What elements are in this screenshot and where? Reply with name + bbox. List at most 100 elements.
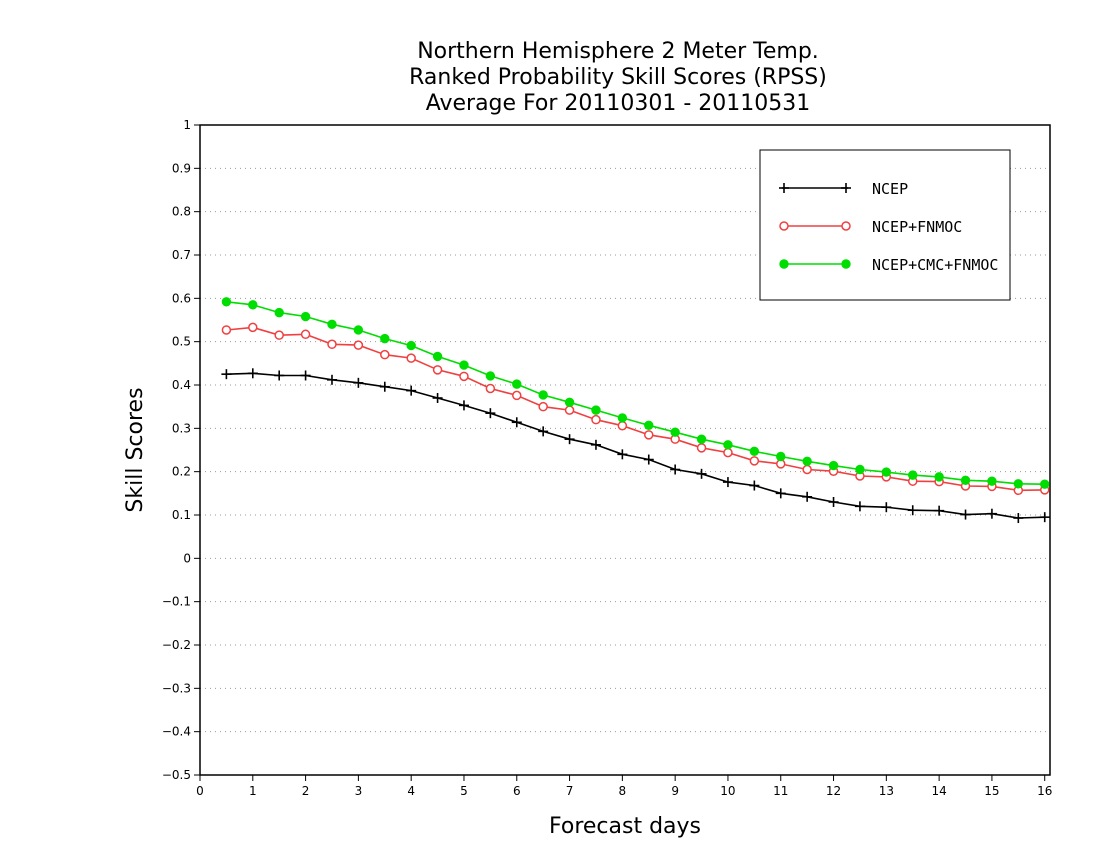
- series-ncep-fnmoc: [221, 322, 1050, 496]
- point-marker: [379, 381, 390, 392]
- title-line-1: Northern Hemisphere 2 Meter Temp.: [417, 39, 819, 64]
- point-marker: [644, 430, 654, 440]
- series-line: [226, 372, 1045, 519]
- x-tick-label: 13: [879, 784, 894, 798]
- x-tick-label: 7: [566, 784, 574, 798]
- series-ncep: [221, 368, 1050, 524]
- point-marker: [722, 477, 733, 488]
- legend-item: NCEP+CMC+FNMOC: [779, 256, 998, 274]
- point-marker: [1013, 479, 1024, 489]
- y-tick-label: 0.6: [172, 291, 191, 305]
- point-marker: [828, 460, 839, 471]
- point-marker: [300, 370, 311, 381]
- x-tick-label: 16: [1037, 784, 1052, 798]
- y-tick-label: 0.4: [172, 378, 191, 392]
- point-marker: [749, 446, 760, 456]
- x-tick-label: 4: [407, 784, 415, 798]
- point-marker: [380, 333, 390, 344]
- x-tick-label: 6: [513, 784, 521, 798]
- y-tick-label: 0: [183, 551, 191, 565]
- x-tick-label: 2: [302, 784, 310, 798]
- point-marker: [485, 408, 496, 419]
- point-marker: [458, 400, 469, 411]
- point-marker: [775, 488, 786, 499]
- point-marker: [749, 480, 760, 491]
- x-tick-label: 15: [984, 784, 999, 798]
- point-marker: [326, 374, 337, 385]
- y-tick-label: 0.5: [172, 335, 191, 349]
- point-marker: [274, 330, 284, 340]
- point-marker: [855, 464, 865, 475]
- y-tick-label: 0.9: [172, 161, 191, 175]
- point-marker: [327, 319, 337, 330]
- point-marker: [564, 434, 575, 445]
- point-marker: [644, 420, 654, 430]
- point-marker: [802, 464, 812, 475]
- point-marker: [617, 420, 628, 431]
- point-marker: [696, 443, 707, 453]
- point-marker: [406, 385, 417, 396]
- point-marker: [512, 390, 522, 401]
- x-tick-label: 3: [355, 784, 363, 798]
- legend-item: NCEP: [779, 180, 908, 198]
- point-marker: [1040, 479, 1050, 489]
- x-tick-label: 8: [619, 784, 627, 798]
- point-marker: [776, 451, 786, 462]
- y-tick-label: −0.2: [162, 638, 191, 652]
- point-marker: [353, 325, 364, 335]
- point-marker: [907, 505, 918, 516]
- point-marker: [459, 360, 469, 370]
- point-marker: [1013, 513, 1024, 524]
- series-layer: [221, 297, 1050, 524]
- point-marker: [591, 414, 601, 425]
- legend-label: NCEP: [872, 180, 908, 198]
- x-tick-label: 10: [720, 784, 735, 798]
- point-marker: [511, 417, 522, 428]
- point-marker: [247, 368, 258, 379]
- point-marker: [221, 369, 232, 380]
- point-marker: [564, 397, 575, 408]
- y-tick-label: −0.5: [162, 768, 191, 782]
- legend-item: NCEP+FNMOC: [779, 218, 962, 236]
- y-tick-label: −0.3: [162, 681, 191, 695]
- point-marker: [841, 221, 851, 231]
- point-marker: [538, 426, 549, 437]
- point-marker: [723, 447, 733, 458]
- point-marker: [564, 405, 575, 415]
- point-marker: [908, 470, 918, 480]
- y-tick-label: 1: [183, 118, 191, 132]
- point-marker: [828, 497, 839, 507]
- point-marker: [221, 297, 232, 307]
- y-tick-label: −0.1: [162, 595, 191, 609]
- point-marker: [485, 383, 496, 394]
- point-marker: [696, 434, 707, 444]
- x-tick-label: 1: [249, 784, 257, 798]
- point-marker: [248, 300, 258, 310]
- chart-title: Northern Hemisphere 2 Meter Temp. Ranked…: [409, 39, 827, 116]
- legend-label: NCEP+CMC+FNMOC: [872, 256, 998, 274]
- point-marker: [327, 339, 337, 350]
- point-marker: [485, 371, 496, 381]
- point-marker: [881, 467, 892, 477]
- y-tick-label: 0.1: [172, 508, 191, 522]
- point-marker: [986, 508, 997, 519]
- point-marker: [670, 464, 681, 475]
- y-tick-label: 0.2: [172, 465, 191, 479]
- point-marker: [432, 393, 443, 403]
- x-tick-label: 12: [826, 784, 841, 798]
- y-tick-label: −0.4: [162, 725, 191, 739]
- point-marker: [802, 456, 812, 466]
- y-tick-label: 0.3: [172, 421, 191, 435]
- point-marker: [841, 183, 851, 193]
- x-tick-label: 11: [773, 784, 788, 798]
- point-marker: [432, 351, 443, 362]
- point-marker: [749, 456, 760, 466]
- point-marker: [670, 427, 680, 437]
- point-marker: [617, 449, 628, 460]
- point-marker: [406, 340, 416, 351]
- point-marker: [779, 183, 789, 193]
- legend-label: NCEP+FNMOC: [872, 218, 962, 236]
- point-marker: [590, 439, 601, 450]
- point-marker: [274, 370, 285, 381]
- point-marker: [221, 325, 232, 335]
